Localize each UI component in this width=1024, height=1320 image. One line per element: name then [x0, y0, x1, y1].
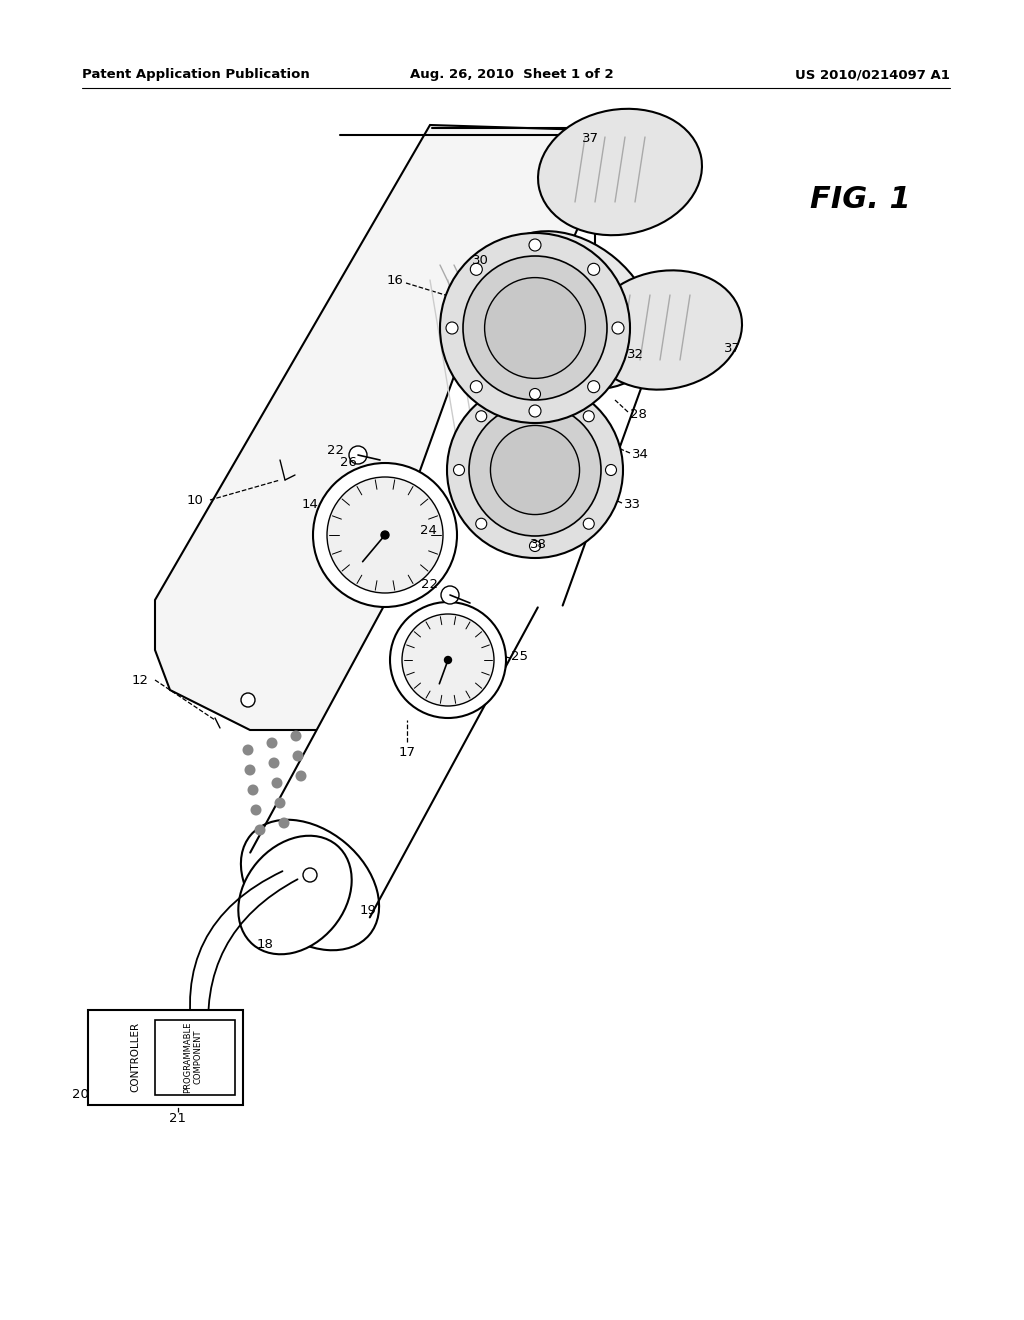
- Circle shape: [268, 758, 280, 768]
- Ellipse shape: [241, 820, 379, 950]
- Circle shape: [476, 411, 486, 422]
- Text: Patent Application Publication: Patent Application Publication: [82, 69, 309, 81]
- Text: 16: 16: [387, 273, 403, 286]
- Text: 10: 10: [186, 494, 204, 507]
- Text: 37: 37: [724, 342, 740, 355]
- Ellipse shape: [441, 586, 459, 605]
- Circle shape: [266, 738, 278, 748]
- Ellipse shape: [484, 277, 586, 379]
- Text: 24: 24: [420, 524, 436, 536]
- Circle shape: [381, 531, 389, 539]
- Text: 33: 33: [624, 499, 640, 511]
- Circle shape: [296, 771, 306, 781]
- Circle shape: [612, 322, 624, 334]
- Text: 19: 19: [359, 903, 377, 916]
- Ellipse shape: [463, 256, 607, 400]
- Text: 26: 26: [340, 455, 356, 469]
- Circle shape: [476, 519, 486, 529]
- Circle shape: [251, 804, 261, 816]
- Circle shape: [279, 817, 290, 829]
- Text: PROGRAMMABLE
COMPONENT: PROGRAMMABLE COMPONENT: [183, 1022, 203, 1093]
- Text: 18: 18: [257, 939, 273, 952]
- Ellipse shape: [490, 425, 580, 515]
- Circle shape: [605, 465, 616, 475]
- Circle shape: [255, 825, 265, 836]
- Text: 34: 34: [632, 449, 648, 462]
- Circle shape: [245, 764, 256, 776]
- Ellipse shape: [239, 836, 351, 954]
- Circle shape: [444, 656, 452, 664]
- Text: 20: 20: [72, 1089, 88, 1101]
- Text: 21: 21: [170, 1111, 186, 1125]
- Text: FIG. 1: FIG. 1: [810, 186, 910, 214]
- Circle shape: [293, 751, 303, 762]
- Ellipse shape: [313, 463, 457, 607]
- Text: US 2010/0214097 A1: US 2010/0214097 A1: [795, 69, 950, 81]
- Circle shape: [470, 263, 482, 276]
- Text: 17: 17: [398, 746, 416, 759]
- Ellipse shape: [303, 869, 317, 882]
- Text: 28: 28: [630, 408, 646, 421]
- Circle shape: [248, 784, 258, 796]
- Ellipse shape: [241, 693, 255, 708]
- Ellipse shape: [440, 234, 630, 422]
- Circle shape: [588, 380, 600, 392]
- Circle shape: [584, 411, 594, 422]
- Polygon shape: [393, 289, 654, 606]
- Ellipse shape: [588, 271, 742, 389]
- Text: 12: 12: [131, 673, 148, 686]
- Circle shape: [529, 239, 541, 251]
- Ellipse shape: [538, 108, 702, 235]
- Ellipse shape: [402, 614, 494, 706]
- Ellipse shape: [390, 602, 506, 718]
- Text: Aug. 26, 2010  Sheet 1 of 2: Aug. 26, 2010 Sheet 1 of 2: [411, 69, 613, 81]
- Ellipse shape: [488, 231, 655, 389]
- Circle shape: [529, 388, 541, 400]
- Circle shape: [470, 380, 482, 392]
- Circle shape: [588, 263, 600, 276]
- Circle shape: [529, 540, 541, 552]
- Circle shape: [291, 730, 301, 742]
- Ellipse shape: [447, 381, 623, 558]
- Circle shape: [454, 465, 465, 475]
- Ellipse shape: [349, 446, 367, 465]
- Ellipse shape: [327, 477, 443, 593]
- Polygon shape: [155, 125, 590, 730]
- Circle shape: [243, 744, 254, 755]
- Text: 30: 30: [472, 253, 488, 267]
- Circle shape: [446, 322, 458, 334]
- Text: 25: 25: [512, 651, 528, 664]
- Ellipse shape: [469, 404, 601, 536]
- Bar: [88, 1010, 243, 1105]
- Circle shape: [529, 405, 541, 417]
- Text: 38: 38: [529, 539, 547, 552]
- Text: 32: 32: [627, 348, 643, 362]
- Text: 37: 37: [582, 132, 598, 144]
- Bar: [155, 1020, 234, 1096]
- Text: CONTROLLER: CONTROLLER: [130, 1022, 140, 1092]
- Text: 22: 22: [422, 578, 438, 591]
- Circle shape: [584, 519, 594, 529]
- Circle shape: [271, 777, 283, 788]
- Circle shape: [274, 797, 286, 808]
- Text: 22: 22: [327, 444, 343, 457]
- Text: 14: 14: [301, 499, 318, 511]
- Polygon shape: [250, 543, 538, 917]
